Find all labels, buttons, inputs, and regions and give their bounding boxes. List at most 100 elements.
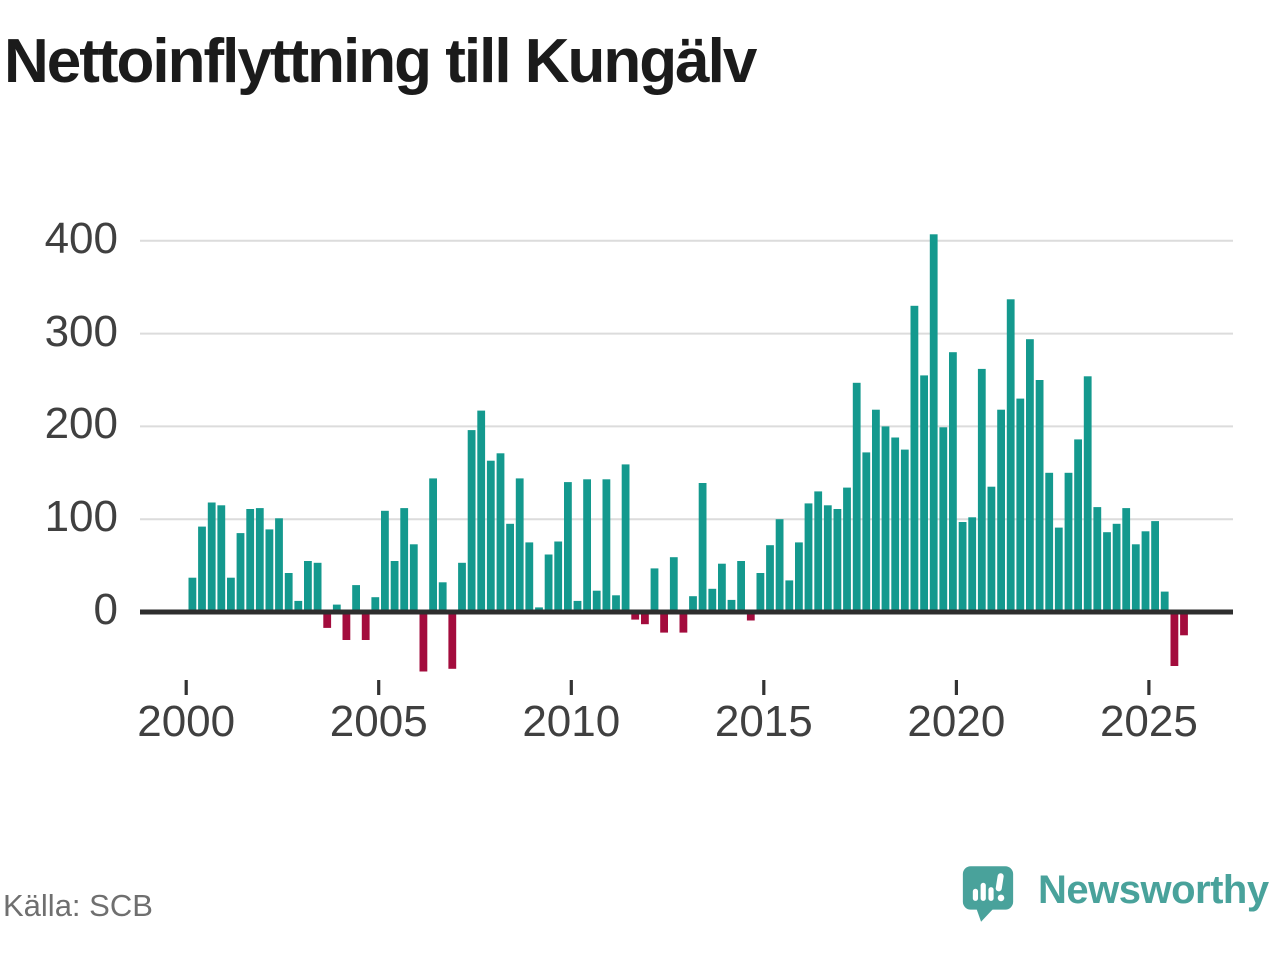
bar-2022Q2 [1045,472,1054,614]
bar-2011Q4 [641,612,649,625]
bar-2023Q2 [1083,376,1092,614]
bar-2022Q3 [1054,527,1063,614]
bar-2023Q4 [1103,532,1111,614]
bar-2021Q1 [997,409,1005,614]
bar-2007Q1 [458,562,466,614]
bar-2014Q3 [746,612,755,621]
bar-2003Q2 [313,562,322,614]
x-tick-label-2000: 2000 [137,697,236,746]
bar-2010Q1 [573,600,582,614]
bar-2021Q2 [1006,299,1015,614]
x-tick-2025 [1147,680,1151,695]
bar-2005Q1 [381,510,389,614]
newsworthy-logo-text: Newsworthy [1038,868,1269,912]
x-tick-label-2025: 2025 [1099,697,1198,746]
bar-2008Q2 [506,523,514,614]
x-axis-line [140,609,1233,615]
bar-2001Q2 [236,533,245,614]
bar-2003Q4 [332,604,341,614]
bar-2012Q1 [650,568,659,614]
bar-2006Q2 [429,478,437,614]
x-tick-label-2005: 2005 [329,697,428,746]
bar-2009Q4 [564,482,572,614]
bar-2011Q3 [631,612,640,620]
bar-2001Q1 [227,577,235,614]
bar-2006Q3 [438,582,447,614]
bar-2025Q3 [1170,612,1179,666]
bar-2000Q4 [217,505,226,614]
bar-2013Q4 [718,563,726,614]
y-tick-label-0: 0 [93,585,118,634]
newsworthy-logo-icon [962,866,1014,922]
bar-2005Q3 [400,508,409,614]
bar-2010Q4 [602,479,611,614]
bar-2017Q3 [862,452,871,614]
x-tick-2015 [762,680,766,695]
bar-2016Q1 [804,503,813,614]
bar-2020Q4 [987,486,996,614]
bar-2000Q2 [198,526,206,614]
bar-2008Q3 [515,478,524,614]
bar-2018Q4 [910,305,919,614]
bar-2011Q2 [621,464,630,614]
bar-2010Q3 [592,590,601,614]
bar-2000Q1 [188,577,197,614]
bar-2007Q3 [477,410,486,614]
bar-2019Q1 [920,375,928,614]
bar-2004Q1 [342,612,351,640]
bar-2021Q4 [1026,339,1034,614]
bar-2006Q1 [419,612,428,672]
bar-2015Q1 [766,545,774,614]
bar-2015Q2 [775,519,784,614]
bar-2000Q3 [207,502,216,614]
bar-2012Q3 [669,557,678,614]
bar-2005Q4 [409,544,418,614]
bar-2017Q4 [872,409,880,614]
bar-2017Q2 [852,382,861,614]
bar-2016Q3 [823,505,832,614]
bar-2019Q3 [939,427,948,614]
bar-2014Q2 [737,561,745,614]
y-tick-label-200: 200 [44,399,118,449]
x-tick-2005 [377,680,381,695]
bar-2002Q3 [284,573,293,614]
bar-2010Q2 [583,479,591,614]
bar-2013Q2 [698,483,707,614]
bar-2021Q3 [1016,398,1025,614]
newsworthy-logo: Newsworthy [962,862,1269,926]
bar-2024Q4 [1141,531,1150,614]
bar-2018Q2 [891,437,900,614]
bar-2002Q4 [294,600,303,614]
bar-2006Q4 [448,612,457,669]
bar-2001Q3 [246,509,255,614]
x-tick-2010 [569,680,573,695]
bar-2012Q2 [660,612,668,633]
bar-2016Q2 [814,491,823,614]
x-tick-2000 [184,680,188,695]
y-tick-label-100: 100 [44,492,118,542]
bar-2012Q4 [679,612,688,633]
bar-2007Q2 [467,430,476,614]
y-tick-label-400: 400 [44,213,118,263]
bar-2024Q1 [1112,523,1121,614]
bar-2008Q1 [496,453,505,614]
source-note: Källa: SCB [3,888,153,923]
bar-2003Q1 [304,561,312,614]
bar-2025Q4 [1180,612,1188,636]
x-tick-label-2010: 2010 [522,697,621,746]
bar-2020Q3 [977,368,986,614]
bar-2020Q1 [958,522,967,614]
bar-2018Q3 [900,449,909,614]
bar-2003Q3 [323,612,332,628]
bar-2023Q1 [1074,439,1082,614]
bar-2001Q4 [255,508,264,614]
bar-2024Q3 [1131,544,1140,614]
bar-2007Q4 [486,460,495,614]
bar-2004Q2 [352,585,360,614]
x-tick-label-2015: 2015 [714,697,813,746]
bar-2004Q3 [361,612,370,640]
bar-2002Q2 [275,518,283,614]
bar-2016Q4 [833,509,842,614]
bar-2018Q1 [881,426,890,614]
